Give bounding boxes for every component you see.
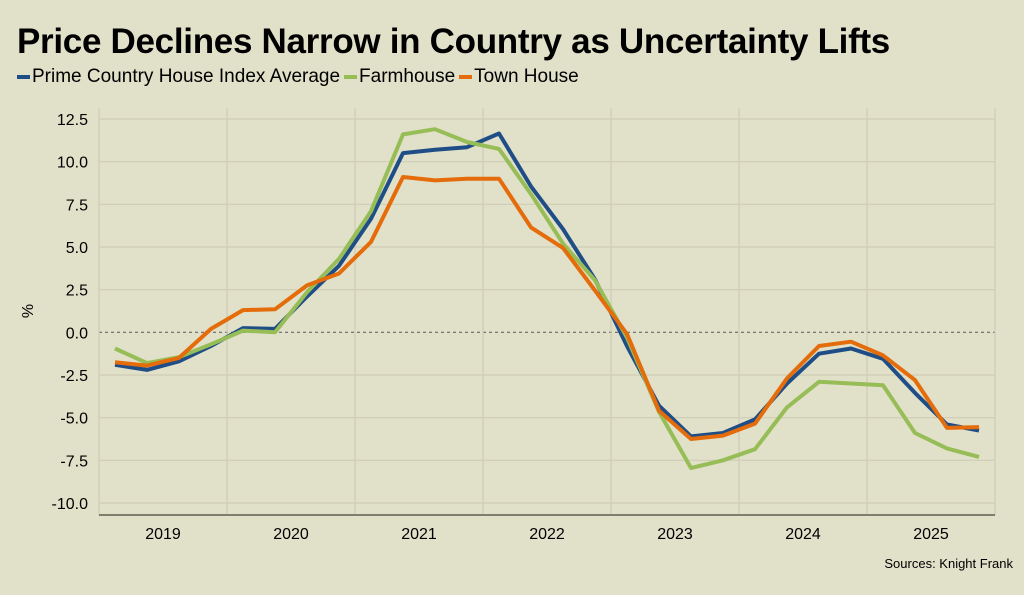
x-tick-label: 2020 — [273, 526, 309, 543]
chart-title: Price Declines Narrow in Country as Unce… — [17, 22, 890, 61]
legend-swatch — [17, 75, 30, 79]
legend: Prime Country House Index Average Farmho… — [17, 66, 583, 88]
series-line-prime-country-house-index-average — [114, 131, 980, 439]
y-tick-label: 5.0 — [66, 240, 88, 257]
legend-label: Prime Country House Index Average — [32, 66, 341, 87]
x-tick-label: 2025 — [913, 526, 949, 543]
legend-item-town-house: Town House — [459, 66, 579, 88]
y-tick-label: 0.0 — [66, 325, 88, 342]
y-tick-label: 7.5 — [66, 197, 88, 214]
gridlines — [98, 108, 996, 516]
legend-swatch — [459, 75, 473, 79]
legend-label: Town House — [474, 66, 579, 87]
x-tick-label: 2024 — [785, 526, 821, 543]
y-tick-label: -10.0 — [52, 496, 89, 513]
y-tick-label: 2.5 — [66, 283, 88, 300]
y-tick-label: 12.5 — [57, 112, 88, 129]
x-tick-label: 2023 — [657, 526, 693, 543]
x-axis-ticks: 2019 2020 2021 2022 2023 2024 2025 — [145, 526, 949, 543]
source-note: Sources: Knight Frank — [884, 556, 1013, 571]
series-lines — [114, 127, 980, 470]
x-tick-label: 2022 — [529, 526, 565, 543]
legend-item-farmhouse: Farmhouse — [344, 66, 455, 88]
y-tick-label: 10.0 — [57, 155, 88, 172]
series-line-farmhouse — [114, 127, 980, 470]
y-tick-label: -7.5 — [60, 453, 88, 470]
legend-label: Farmhouse — [359, 66, 456, 87]
series-line-town-house — [114, 175, 980, 441]
legend-swatch — [344, 75, 358, 79]
y-axis-ticks: 12.5 10.0 7.5 5.0 2.5 0.0 -2.5 -5.0 -7.5 -10.0 — [52, 112, 89, 513]
y-tick-label: -5.0 — [60, 411, 88, 428]
x-tick-label: 2019 — [145, 526, 181, 543]
x-tick-label: 2021 — [401, 526, 437, 543]
y-axis-label: % — [20, 304, 37, 318]
legend-item-prime: Prime Country House Index Average — [17, 66, 340, 88]
y-tick-label: -2.5 — [60, 368, 88, 385]
